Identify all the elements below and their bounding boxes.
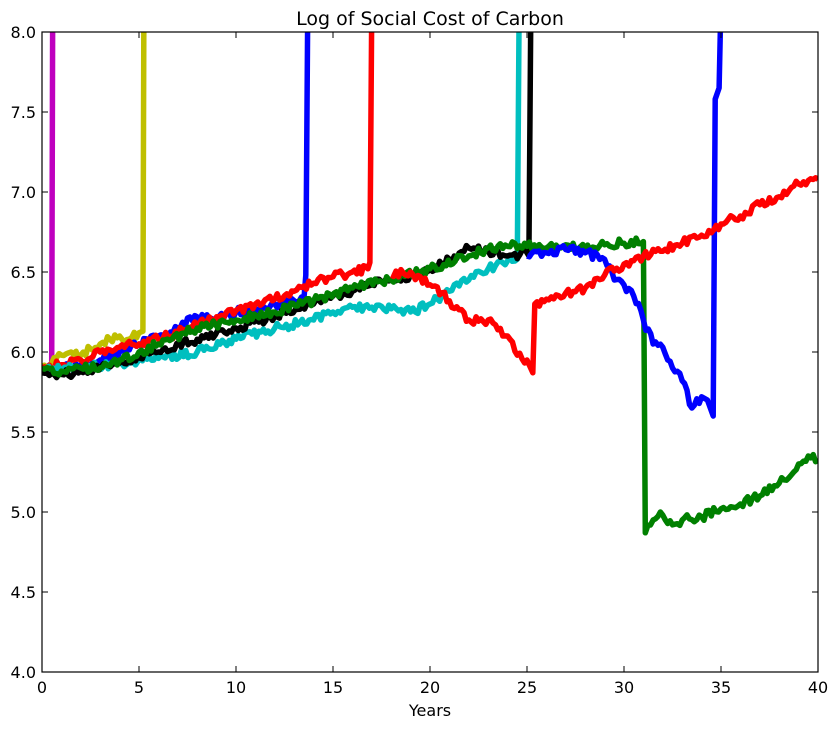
x-tick-label: 30 bbox=[614, 678, 634, 697]
y-tick-label: 4.5 bbox=[11, 583, 36, 602]
series-line bbox=[42, 235, 818, 536]
series-line bbox=[526, 32, 724, 419]
x-tick-label: 35 bbox=[711, 678, 731, 697]
y-tick-label: 5.0 bbox=[11, 503, 36, 522]
ticks-layer: 0 5 10 15 20 25 30 35 40 4.0 4.5 5.0 5.5 6.0 6.5 7.0 7.5… bbox=[11, 23, 829, 697]
y-tick-label: 8.0 bbox=[11, 23, 36, 42]
chart-title: Log of Social Cost of Carbon bbox=[296, 8, 564, 30]
y-tick-label: 5.5 bbox=[11, 423, 36, 442]
y-tick-label: 6.0 bbox=[11, 343, 36, 362]
x-axis-label: Years bbox=[408, 701, 451, 720]
plot-frame bbox=[41, 31, 819, 673]
x-tick-label: 40 bbox=[808, 678, 828, 697]
y-tick-label: 6.5 bbox=[11, 263, 36, 282]
x-tick-label: 0 bbox=[37, 678, 47, 697]
series-line bbox=[42, 32, 375, 373]
y-tick-label: 7.0 bbox=[11, 183, 36, 202]
x-tick-label: 25 bbox=[517, 678, 537, 697]
y-tick-label: 4.0 bbox=[11, 663, 36, 682]
series-layer bbox=[42, 32, 818, 536]
x-tick-label: 10 bbox=[226, 678, 246, 697]
x-tick-label: 20 bbox=[420, 678, 440, 697]
y-tick-label: 7.5 bbox=[11, 103, 36, 122]
series-line bbox=[389, 175, 818, 376]
x-tick-label: 5 bbox=[134, 678, 144, 697]
x-tick-label: 15 bbox=[323, 678, 343, 697]
